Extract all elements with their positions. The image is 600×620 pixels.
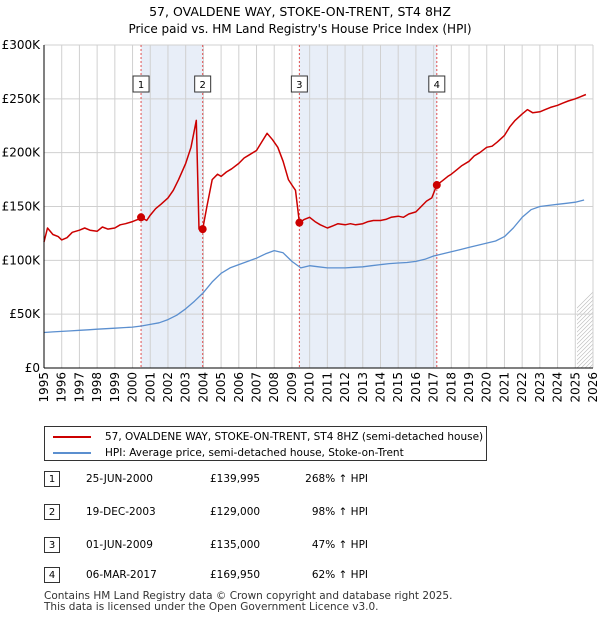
x-tick-label: 1998 xyxy=(90,372,104,403)
legend-line-property xyxy=(53,436,91,438)
sale-price: £129,000 xyxy=(210,506,261,518)
chart-title-line1: 57, OVALDENE WAY, STOKE-ON-TRENT, ST4 8H… xyxy=(149,4,451,19)
x-tick-label: 2007 xyxy=(250,372,264,403)
y-tick-label: £150K xyxy=(2,200,42,214)
sale-price: £169,950 xyxy=(210,569,261,581)
x-tick-label: 2023 xyxy=(533,372,547,403)
x-tick-label: 2013 xyxy=(356,372,370,403)
x-tick-label: 2005 xyxy=(214,372,228,403)
sale-marker-box xyxy=(290,75,308,93)
sale-marker-label: 4 xyxy=(434,80,440,91)
x-tick-label: 2018 xyxy=(444,372,458,403)
y-tick-label: £0 xyxy=(25,361,40,375)
x-tick-label: 2024 xyxy=(551,372,565,403)
legend-line-hpi xyxy=(53,452,91,454)
x-tick-label: 2021 xyxy=(497,372,511,403)
x-tick-label: 2000 xyxy=(126,372,140,403)
y-tick-label: £300K xyxy=(2,38,42,52)
x-tick-label: 2002 xyxy=(161,372,175,403)
x-tick-label: 2008 xyxy=(267,372,281,403)
footer-line-licence: This data is licensed under the Open Gov… xyxy=(44,601,379,613)
sale-marker-label: 2 xyxy=(199,80,205,91)
x-tick-label: 2003 xyxy=(179,372,193,403)
sale-hpi-change: 98% ↑ HPI xyxy=(311,506,368,518)
x-tick-label: 1995 xyxy=(37,372,51,403)
forecast-hatch-line xyxy=(592,367,593,368)
legend-label-hpi: HPI: Average price, semi-detached house,… xyxy=(105,447,404,459)
chart-title-line2: Price paid vs. HM Land Registry's House … xyxy=(128,22,471,36)
x-tick-label: 2009 xyxy=(285,372,299,403)
sale-date: 06-MAR-2017 xyxy=(86,569,157,581)
x-tick-label: 2016 xyxy=(409,372,423,403)
x-tick-label: 2025 xyxy=(568,372,582,403)
footer-attribution: Contains HM Land Registry data © Crown c… xyxy=(44,591,452,613)
sale-point xyxy=(198,225,207,234)
sale-hpi-change: 62% ↑ HPI xyxy=(311,569,368,581)
sale-row: 3 01-JUN-2009 £135,000 47% ↑ HPI xyxy=(44,537,464,555)
x-tick-label: 2010 xyxy=(303,372,317,403)
sale-date: 19-DEC-2003 xyxy=(86,506,156,518)
sale-marker-label: 3 xyxy=(296,80,302,91)
x-tick-label: 2026 xyxy=(586,372,600,403)
sale-marker-box xyxy=(132,75,150,93)
sale-date: 25-JUN-2000 xyxy=(86,473,153,485)
x-tick-label: 2019 xyxy=(462,372,476,403)
sale-marker-box xyxy=(194,75,212,93)
x-tick-label: 2015 xyxy=(391,372,405,403)
x-tick-label: 1996 xyxy=(55,372,69,403)
sale-hpi-change: 268% ↑ HPI xyxy=(305,473,368,485)
sale-price: £139,995 xyxy=(210,473,261,485)
sale-number-badge: 3 xyxy=(44,537,60,553)
x-tick-label: 2006 xyxy=(232,372,246,403)
sale-date: 01-JUN-2009 xyxy=(86,539,153,551)
legend-item-property: 57, OVALDENE WAY, STOKE-ON-TRENT, ST4 8H… xyxy=(53,429,483,445)
hpi-line xyxy=(43,199,585,334)
sale-point xyxy=(137,213,146,222)
x-tick-label: 1997 xyxy=(72,372,86,403)
sale-hpi-change: 47% ↑ HPI xyxy=(311,539,368,551)
x-tick-label: 2011 xyxy=(320,372,334,403)
legend-label-property: 57, OVALDENE WAY, STOKE-ON-TRENT, ST4 8H… xyxy=(105,431,484,443)
sale-number-badge: 4 xyxy=(44,567,60,583)
y-tick-label: £100K xyxy=(2,253,42,267)
price-chart: 57, OVALDENE WAY, STOKE-ON-TRENT, ST4 8H… xyxy=(2,4,600,403)
sale-price: £135,000 xyxy=(210,539,261,551)
chart-legend: 57, OVALDENE WAY, STOKE-ON-TRENT, ST4 8H… xyxy=(44,426,487,461)
y-tick-label: £200K xyxy=(2,146,42,160)
sale-point xyxy=(295,218,304,227)
x-tick-label: 2014 xyxy=(373,372,387,403)
x-tick-label: 2001 xyxy=(143,372,157,403)
legend-item-hpi: HPI: Average price, semi-detached house,… xyxy=(53,445,404,461)
sale-point xyxy=(432,181,441,190)
y-tick-label: £50K xyxy=(9,307,41,321)
sale-row: 2 19-DEC-2003 £129,000 98% ↑ HPI xyxy=(44,504,464,522)
x-tick-label: 2020 xyxy=(480,372,494,403)
x-tick-label: 2022 xyxy=(515,372,529,403)
x-tick-label: 2012 xyxy=(338,372,352,403)
sale-row: 1 25-JUN-2000 £139,995 268% ↑ HPI xyxy=(44,471,464,489)
sale-number-badge: 2 xyxy=(44,504,60,520)
sale-row: 4 06-MAR-2017 £169,950 62% ↑ HPI xyxy=(44,567,464,585)
sale-marker-box xyxy=(428,75,446,93)
footer-line-copyright: Contains HM Land Registry data © Crown c… xyxy=(44,590,453,602)
x-tick-label: 2017 xyxy=(427,372,441,403)
y-tick-label: £250K xyxy=(2,92,42,106)
sale-number-badge: 1 xyxy=(44,471,60,487)
x-tick-label: 1999 xyxy=(108,372,122,403)
sale-marker-label: 1 xyxy=(138,80,144,91)
x-tick-label: 2004 xyxy=(196,372,210,403)
